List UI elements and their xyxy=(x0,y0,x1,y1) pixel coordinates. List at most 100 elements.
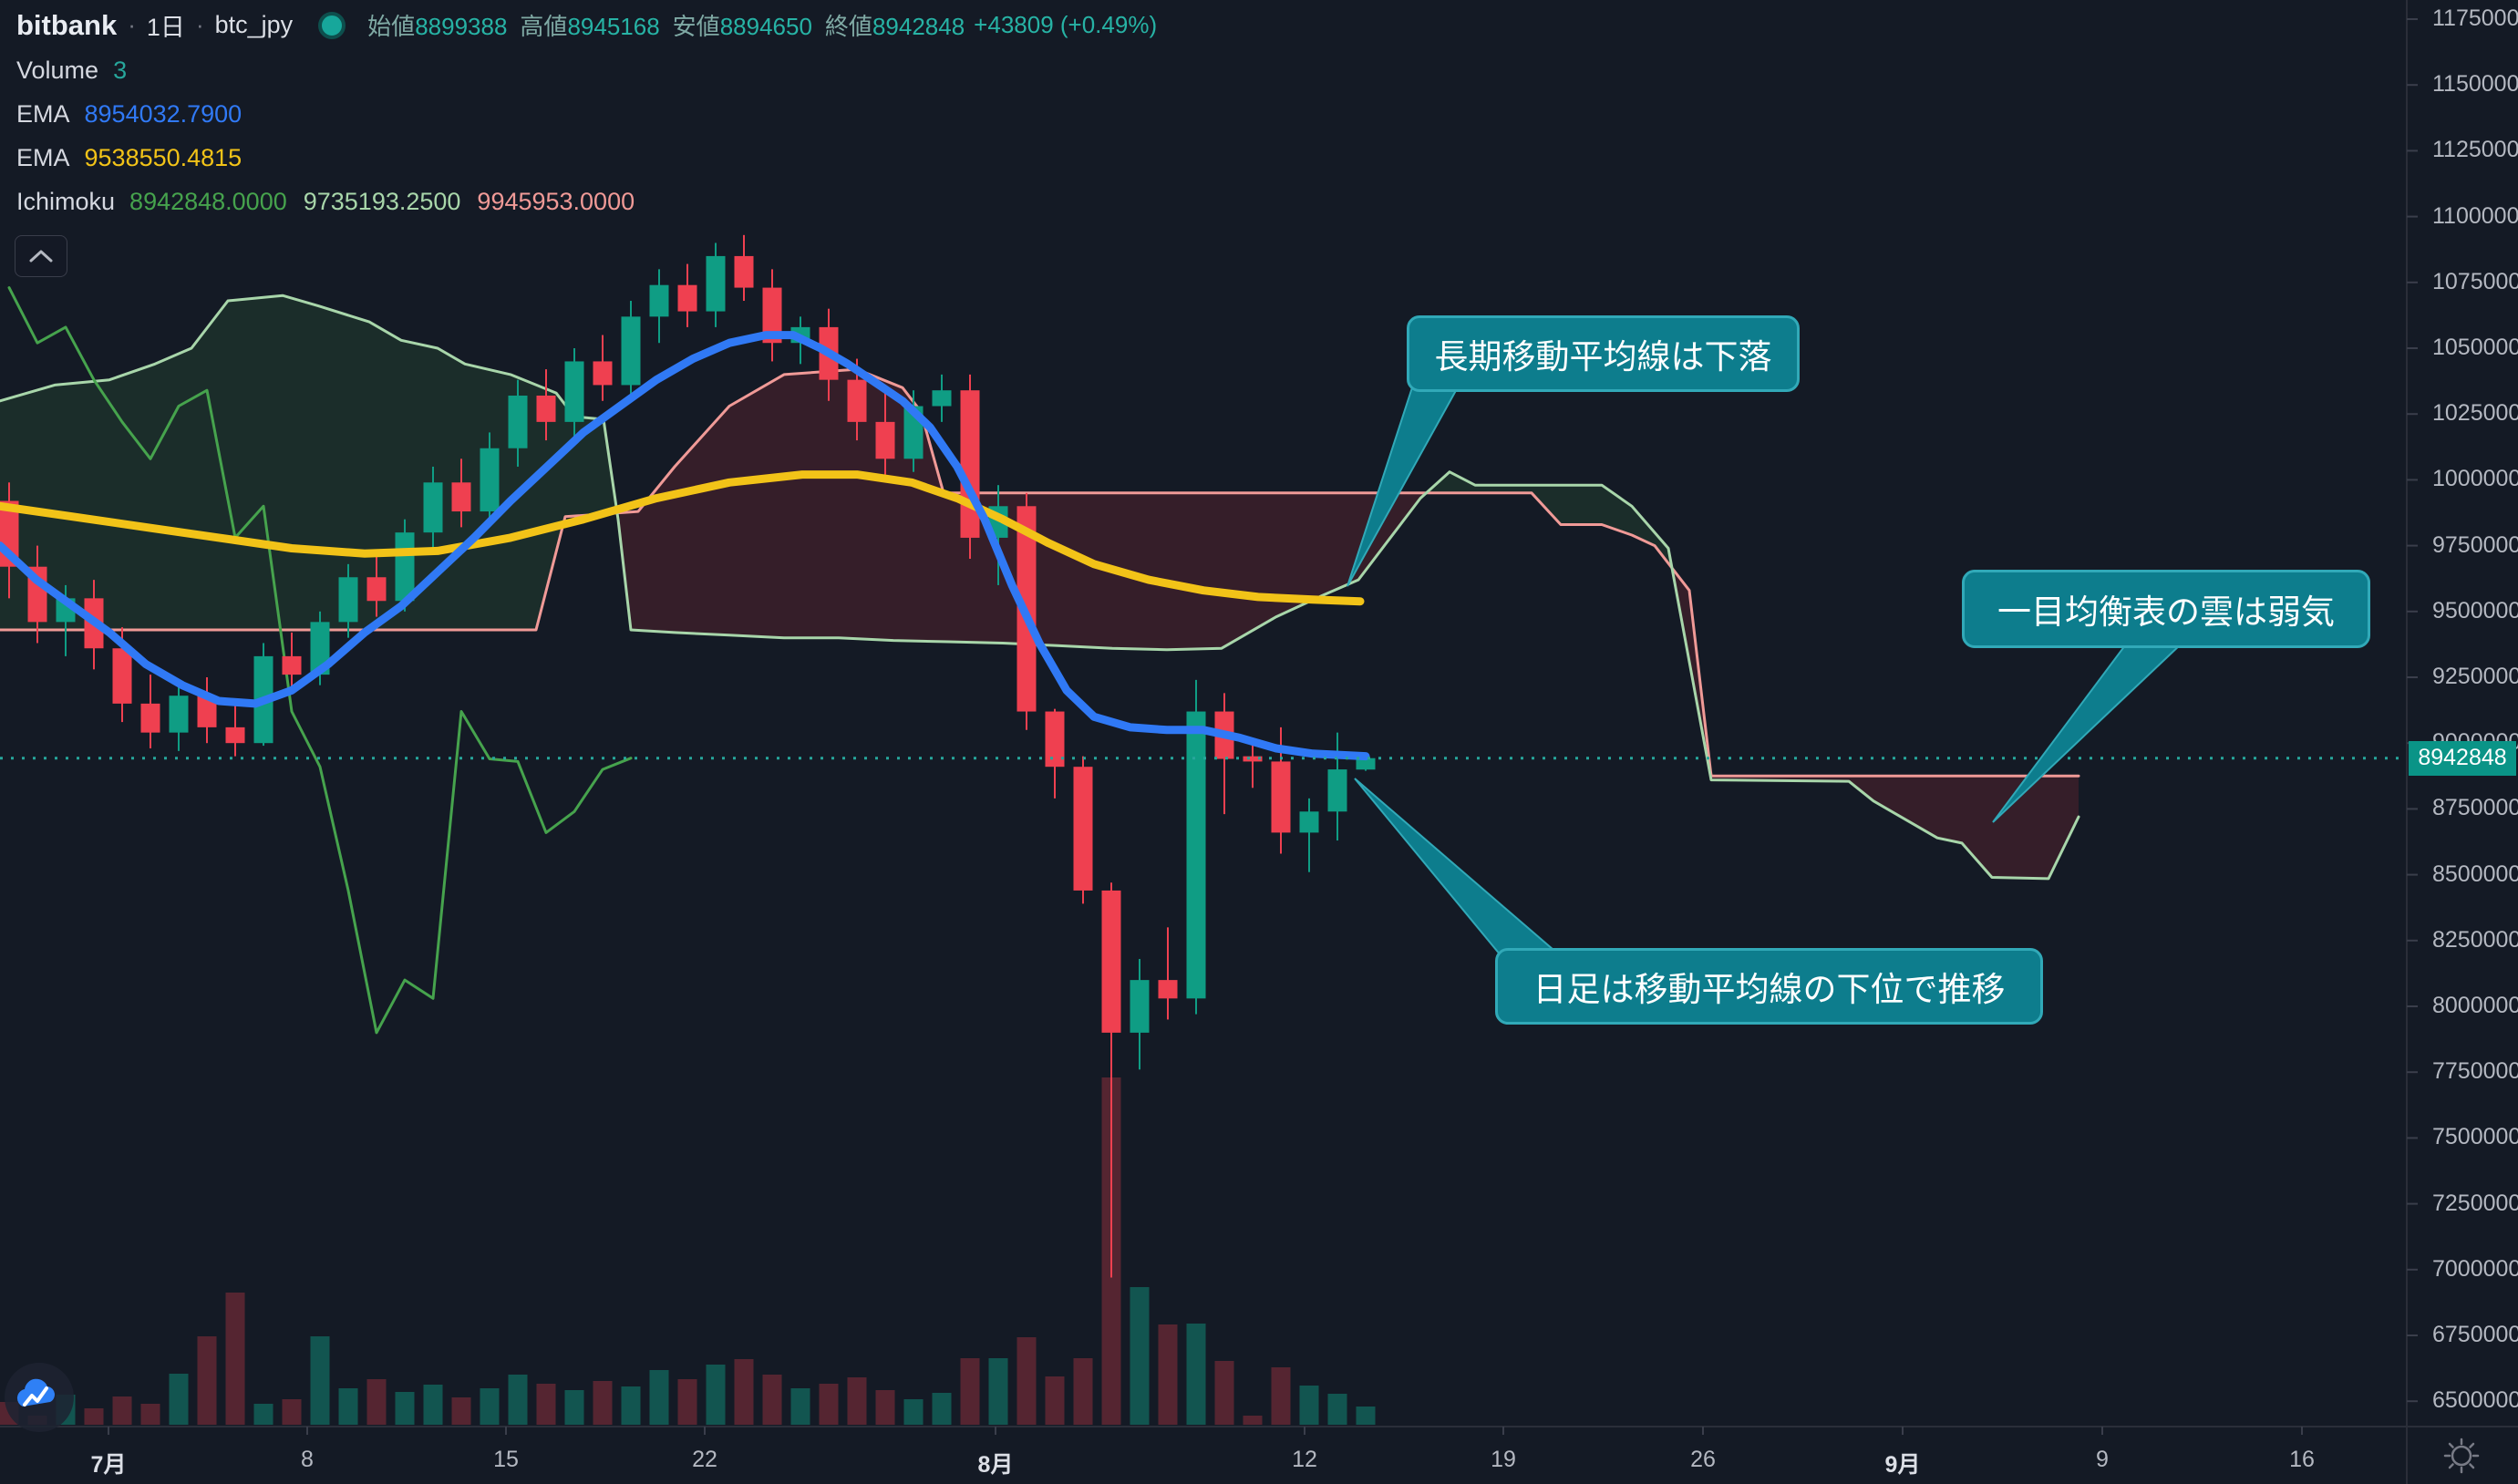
legend-ema-slow[interactable]: EMA 9538550.4815 xyxy=(16,144,242,172)
interval-selector[interactable]: 1日 xyxy=(146,14,185,41)
annotation-ema-downtrend[interactable]: 長期移動平均線は下落 xyxy=(1407,315,1800,392)
legend-ema-slow-label: EMA xyxy=(16,144,70,171)
candle-body xyxy=(1299,811,1319,833)
price-axis-label: 7750000 xyxy=(2432,1058,2518,1085)
price-axis-label: 11250000 xyxy=(2432,137,2518,163)
volume-bar xyxy=(1299,1386,1319,1425)
volume-bar xyxy=(677,1379,697,1425)
price-axis-label: 11500000 xyxy=(2432,71,2518,98)
candle-body xyxy=(140,703,160,733)
candle-body xyxy=(112,648,132,704)
time-axis-label: 22 xyxy=(692,1447,717,1472)
candle-body xyxy=(932,390,952,407)
price-axis-label: 10250000 xyxy=(2432,400,2518,427)
symbol-name[interactable]: btc_jpy xyxy=(214,11,294,38)
candle-body xyxy=(536,395,556,422)
price-axis-label: 8000000 xyxy=(2432,993,2518,1018)
volume-bar xyxy=(225,1293,245,1425)
last-price-tag: 8942848 xyxy=(2409,740,2516,776)
legend-ichimoku-value: 9945953.0000 xyxy=(477,188,635,215)
legend-ichimoku-value: 8942848.0000 xyxy=(129,188,287,215)
theme-sun-icon[interactable] xyxy=(2441,1436,2482,1480)
price-axis-label: 7500000 xyxy=(2432,1124,2518,1150)
ichimoku-lagging-span-line xyxy=(7,286,633,1035)
legend-volume-value: 3 xyxy=(113,57,128,84)
candle-body xyxy=(960,390,980,538)
price-axis-label: 10750000 xyxy=(2432,268,2518,294)
volume-bar xyxy=(1073,1358,1093,1425)
volume-bar xyxy=(253,1404,273,1425)
candle-body xyxy=(762,287,782,344)
price-axis-label: 10500000 xyxy=(2432,335,2518,360)
volume-bar xyxy=(112,1396,132,1425)
volume-bar xyxy=(395,1392,415,1425)
time-axis-label: 8 xyxy=(301,1447,314,1472)
volume-bar xyxy=(762,1375,782,1425)
volume-bar xyxy=(1186,1324,1206,1425)
price-axis-label: 8500000 xyxy=(2432,861,2518,887)
time-axis-label: 7月 xyxy=(90,1452,127,1478)
candle-body xyxy=(451,482,471,512)
volume-bar xyxy=(282,1399,302,1425)
time-axis-label: 9月 xyxy=(1884,1452,1921,1478)
volume-bar xyxy=(649,1370,669,1425)
candle-body xyxy=(1356,757,1376,770)
volume-bar xyxy=(903,1399,924,1425)
title-separator-1: · xyxy=(128,11,136,38)
title-separator-2: · xyxy=(195,11,204,38)
price-axis-label: 8250000 xyxy=(2432,926,2518,953)
price-axis-label: 6750000 xyxy=(2432,1322,2518,1347)
legend-ichimoku-value: 9735193.2500 xyxy=(303,188,461,215)
candle-body xyxy=(197,696,217,727)
ema-slow-line xyxy=(0,470,1365,606)
chevron-up-icon xyxy=(29,250,53,263)
legend-ema-fast[interactable]: EMA 8954032.7900 xyxy=(16,100,242,129)
volume-bar xyxy=(932,1393,952,1425)
volume-bar xyxy=(338,1388,358,1425)
volume-bar xyxy=(875,1390,895,1425)
volume-bar xyxy=(593,1381,613,1425)
candle-body xyxy=(338,577,358,623)
annotation-tail xyxy=(1354,778,1556,957)
candle-body xyxy=(621,316,641,386)
candle-body xyxy=(593,361,613,386)
candle-body xyxy=(1101,890,1121,1033)
exchange-name[interactable]: bitbank xyxy=(16,8,118,41)
price-axis-label: 9500000 xyxy=(2432,597,2518,623)
legend-ema-fast-value: 8954032.7900 xyxy=(84,100,243,128)
candle-body xyxy=(1158,980,1178,999)
price-axis-label: 7000000 xyxy=(2432,1255,2518,1282)
volume-bar xyxy=(1130,1287,1150,1425)
candle-body xyxy=(1045,711,1065,768)
annotation-cloud-bearish[interactable]: 一目均衡表の雲は弱気 xyxy=(1962,570,2370,648)
tradingview-logo-icon[interactable] xyxy=(3,1361,76,1438)
volume-bar xyxy=(366,1379,387,1425)
time-axis-label: 16 xyxy=(2289,1447,2315,1472)
annotation-tails xyxy=(1347,377,2185,957)
candle-body xyxy=(225,727,245,744)
volume-bar xyxy=(564,1390,584,1425)
legend-volume-label: Volume xyxy=(16,57,99,84)
ichimoku-senkou-a-line xyxy=(0,294,2080,881)
price-axis-label: 9750000 xyxy=(2432,531,2518,558)
chart-header: bitbank · 1日 · btc_jpy 始値8899388 高値894516… xyxy=(16,7,1157,43)
volume-bar xyxy=(84,1408,104,1425)
legend-volume[interactable]: Volume 3 xyxy=(16,57,127,85)
legend-ichimoku[interactable]: Ichimoku 8942848.0000 9735193.2500 9945953… xyxy=(16,188,651,216)
legend-ichimoku-label: Ichimoku xyxy=(16,188,116,215)
candle-body xyxy=(169,696,189,733)
time-axis-label: 9 xyxy=(2096,1447,2109,1472)
annotation-price-below-ma[interactable]: 日足は移動平均線の下位で推移 xyxy=(1495,948,2043,1025)
ohlc-item: 安値8894650 xyxy=(672,13,812,40)
candle-body xyxy=(1130,980,1150,1033)
volume-bar xyxy=(169,1374,189,1425)
volume-bar xyxy=(197,1336,217,1425)
volume-bar xyxy=(451,1397,471,1425)
legend-ema-slow-value: 9538550.4815 xyxy=(84,144,243,171)
volume-bar xyxy=(847,1377,867,1425)
legend-collapse-button[interactable] xyxy=(15,235,67,277)
candle-body xyxy=(480,448,500,512)
price-axis-label: 9250000 xyxy=(2432,664,2518,689)
